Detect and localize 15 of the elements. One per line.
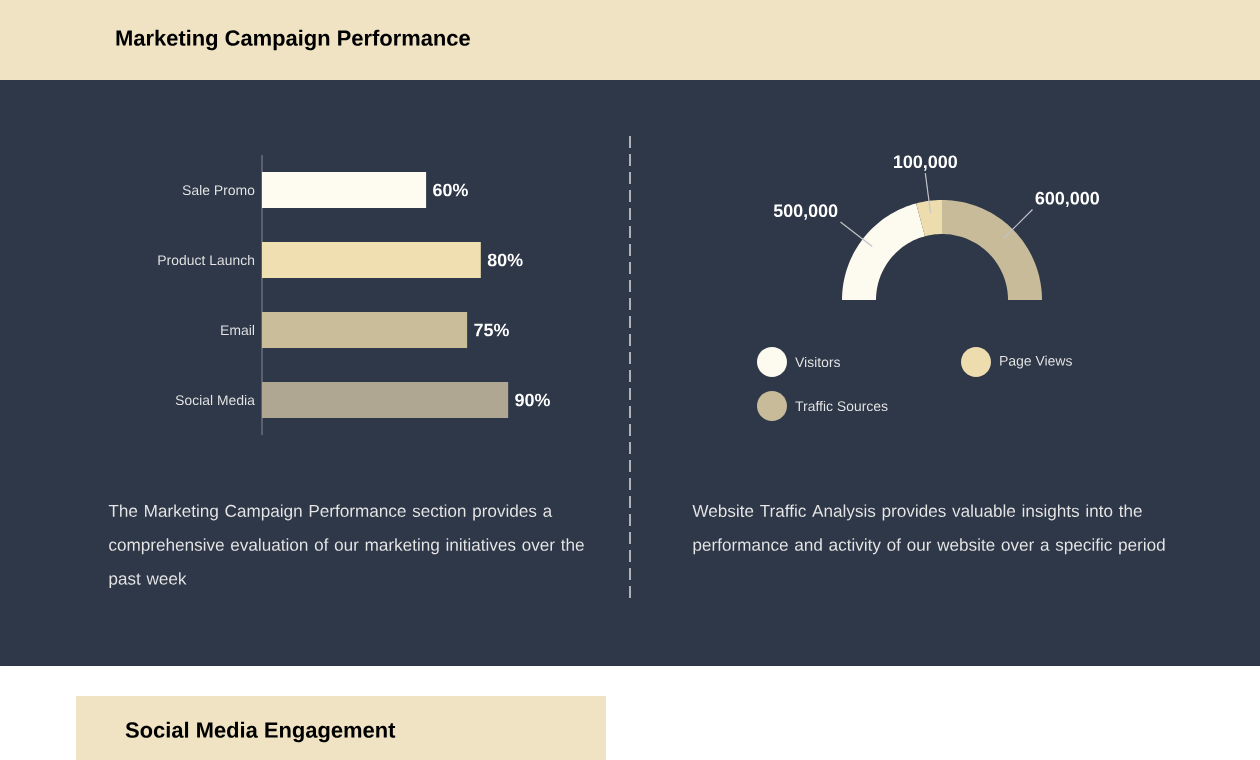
text: Website Traffic Analysis provides valuable insights into the performance and activity of our website over a specific period	[692, 504, 1165, 555]
data-label: 75%	[474, 323, 509, 337]
data-label: 100,000	[894, 155, 957, 171]
data-label: 500,000	[773, 204, 838, 220]
bar	[262, 242, 481, 278]
data-label: 60%	[433, 183, 468, 197]
data-label: 90%	[515, 393, 550, 407]
bar	[262, 382, 509, 418]
chart-title: Marketing Campaign Performance	[116, 29, 470, 51]
bar	[262, 172, 427, 208]
text: The Marketing Campaign Performance section provides a comprehensive evaluation of our marketing initiatives over the past week	[108, 504, 584, 589]
data-label: 600,000	[1035, 191, 1099, 208]
data-label: 80%	[487, 253, 523, 267]
bar	[262, 312, 468, 348]
text: Social Media Engagement	[125, 721, 396, 743]
